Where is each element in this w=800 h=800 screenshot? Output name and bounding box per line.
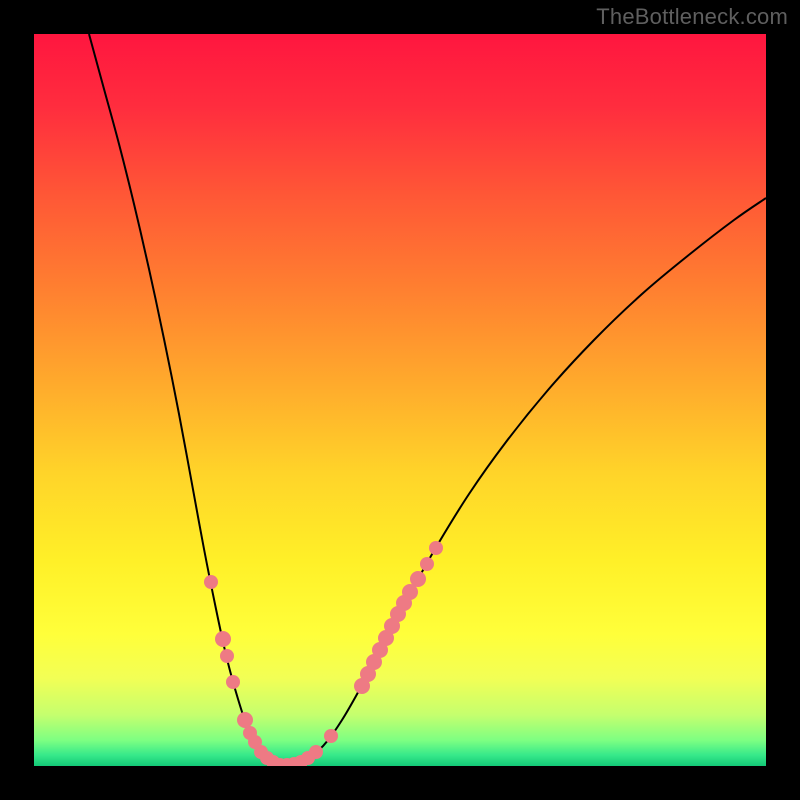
data-marker bbox=[420, 557, 434, 571]
data-marker bbox=[410, 571, 426, 587]
data-marker bbox=[204, 575, 218, 589]
data-marker bbox=[237, 712, 253, 728]
bottleneck-curve-svg bbox=[34, 34, 766, 766]
data-marker bbox=[226, 675, 240, 689]
data-marker bbox=[309, 745, 323, 759]
plot-area bbox=[34, 34, 766, 766]
marker-group bbox=[204, 541, 443, 766]
data-marker bbox=[429, 541, 443, 555]
watermark-text: TheBottleneck.com bbox=[596, 4, 788, 30]
data-marker bbox=[215, 631, 231, 647]
data-marker bbox=[220, 649, 234, 663]
data-marker bbox=[324, 729, 338, 743]
bottleneck-curve bbox=[89, 34, 766, 765]
